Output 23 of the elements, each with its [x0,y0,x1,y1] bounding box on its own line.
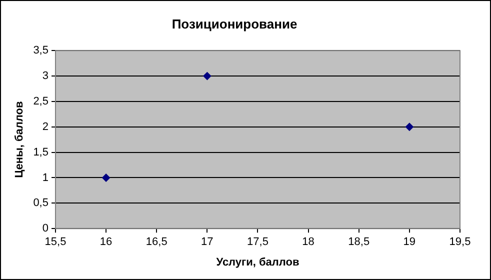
x-tick-label: 19,5 [449,236,471,248]
x-tick-label: 17 [201,236,214,248]
y-tick-label: 1 [42,172,48,184]
point [405,122,414,131]
y-tick-label: 3,5 [33,44,48,57]
y-tick-label: 0,5 [33,197,48,210]
x-tick-label: 19 [403,236,416,248]
chart-title: Позиционирование [172,16,298,32]
y-tick-label: 0 [42,222,48,235]
x-axis-title: Услуги, баллов [216,256,300,268]
x-tick-label: 17,5 [247,236,268,248]
y-tick-label: 2,5 [33,95,48,108]
y-axis-title: Цены, баллов [14,101,26,178]
x-tick-label: 18 [302,236,314,248]
y-tick-label: 1,5 [33,146,48,158]
x-tick-label: 18,5 [348,236,370,248]
x-tick-label: 16 [100,236,112,248]
y-tick-label: 2 [42,120,48,133]
point [102,174,110,182]
x-tick-label: 16,5 [146,236,168,248]
point [203,72,212,80]
y-tick-label: 3 [42,70,48,82]
x-tick-label: 15,5 [44,236,66,248]
